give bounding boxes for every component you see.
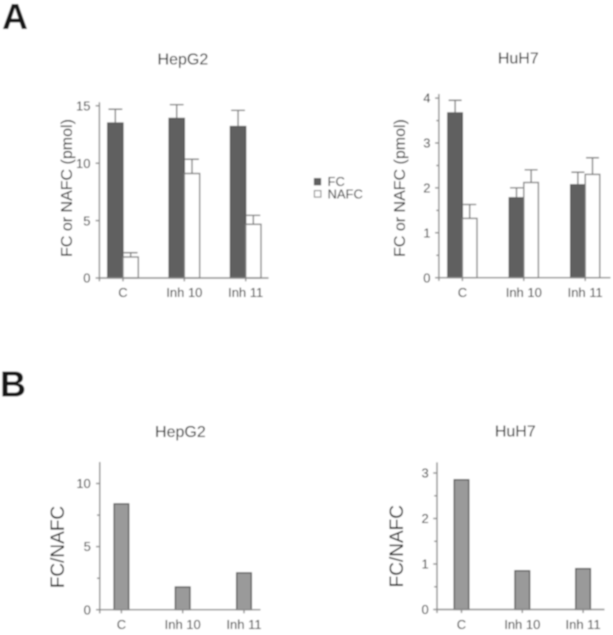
svg-text:C: C [117,617,126,632]
svg-text:15: 15 [76,99,90,114]
svg-text:C: C [118,285,127,300]
svg-text:A: A [2,0,28,37]
svg-text:5: 5 [83,213,90,228]
svg-text:3: 3 [421,466,428,481]
svg-text:Inh 11: Inh 11 [228,285,263,300]
svg-text:FC or NAFC (pmol): FC or NAFC (pmol) [59,119,76,257]
svg-text:FC/NAFC: FC/NAFC [387,505,408,587]
svg-text:0: 0 [423,270,430,285]
svg-text:Inh 10: Inh 10 [504,617,540,632]
svg-text:4: 4 [423,91,430,106]
svg-text:HepG2: HepG2 [155,424,206,441]
svg-text:1: 1 [421,557,428,572]
svg-text:C: C [458,285,467,300]
svg-text:HepG2: HepG2 [158,52,209,69]
svg-text:10: 10 [76,476,90,491]
svg-text:0: 0 [421,602,428,617]
svg-text:HuH7: HuH7 [498,51,539,68]
svg-text:0: 0 [84,602,91,617]
svg-text:Inh 11: Inh 11 [566,617,601,632]
svg-text:NAFC: NAFC [328,186,363,201]
svg-text:2: 2 [423,181,430,196]
svg-text:10: 10 [76,156,90,171]
svg-text:FC or NAFC (pmol): FC or NAFC (pmol) [392,119,409,257]
svg-text:Inh 11: Inh 11 [568,285,603,300]
svg-text:1: 1 [423,225,430,240]
svg-text:5: 5 [84,539,91,554]
svg-text:0: 0 [83,271,90,286]
svg-text:B: B [0,364,26,405]
svg-text:3: 3 [423,136,430,151]
svg-text:Inh 10: Inh 10 [506,285,542,300]
svg-text:Inh 10: Inh 10 [166,285,202,300]
svg-text:Inh 11: Inh 11 [226,617,261,632]
svg-text:FC/NAFC: FC/NAFC [48,506,69,588]
svg-text:FC: FC [328,174,345,189]
svg-text:HuH7: HuH7 [495,424,536,441]
svg-text:2: 2 [421,511,428,526]
svg-text:Inh 10: Inh 10 [165,617,201,632]
svg-text:C: C [457,617,466,632]
